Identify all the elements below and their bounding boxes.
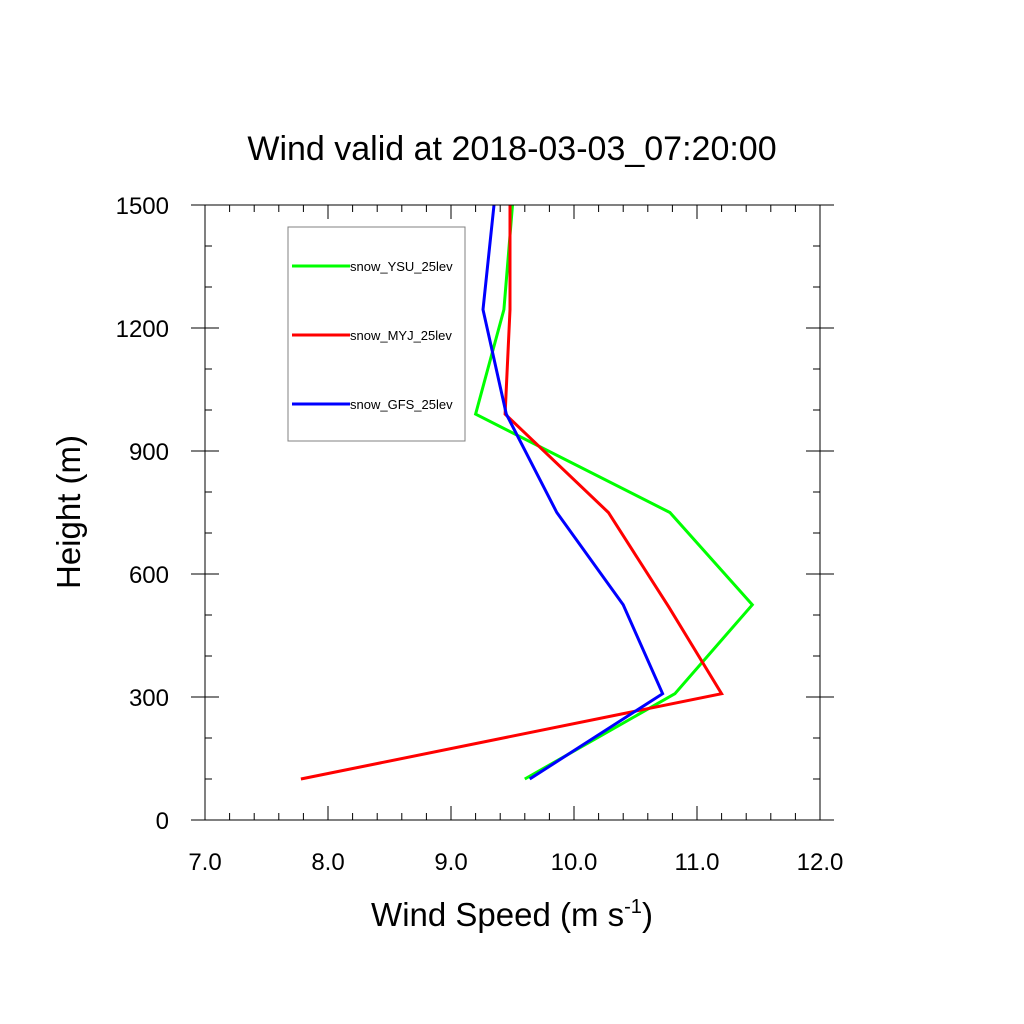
x-tick-label: 8.0 — [311, 849, 344, 876]
legend-label: snow_MYJ_25lev — [350, 328, 452, 343]
y-tick-label: 0 — [156, 808, 169, 835]
series-line-snow_YSU_25lev — [473, 204, 755, 781]
x-tick-label: 10.0 — [551, 849, 598, 876]
plot-frame — [204, 204, 821, 821]
axis-tick-labels: 7.0 8.0 9.0 10.0 11.0 12.0 0 300 600 900 1200 1500 — [116, 193, 844, 876]
x-axis-label-exponent: -1 — [624, 896, 642, 918]
legend: snow_YSU_25lev snow_MYJ_25lev snow_GFS_25l… — [287, 226, 466, 442]
series-line-snow_MYJ_25lev — [300, 205, 724, 781]
series-lines — [300, 204, 755, 781]
axis-ticks — [191, 204, 834, 821]
series-line-snow_GFS_25lev — [481, 204, 665, 781]
chart-title: Wind valid at 2018-03-03_07:20:00 — [247, 130, 776, 168]
x-tick-label: 7.0 — [188, 849, 221, 876]
y-axis-label: Height (m) — [50, 435, 87, 589]
x-tick-label: 9.0 — [434, 849, 467, 876]
y-tick-label: 900 — [129, 439, 169, 466]
y-tick-label: 1200 — [116, 316, 169, 343]
y-tick-label: 600 — [129, 562, 169, 589]
y-tick-label: 300 — [129, 685, 169, 712]
legend-items: snow_YSU_25lev snow_MYJ_25lev snow_GFS_25l… — [292, 259, 453, 412]
x-tick-label: 12.0 — [797, 849, 844, 876]
x-tick-label: 11.0 — [675, 849, 720, 876]
legend-label: snow_GFS_25lev — [350, 397, 453, 412]
y-tick-label: 1500 — [116, 193, 169, 220]
x-axis-label-main: Wind Speed (m s — [371, 896, 624, 933]
x-axis-label-close: ) — [642, 896, 653, 933]
x-axis-label: Wind Speed (m s-1) — [371, 896, 653, 933]
legend-label: snow_YSU_25lev — [350, 259, 453, 274]
